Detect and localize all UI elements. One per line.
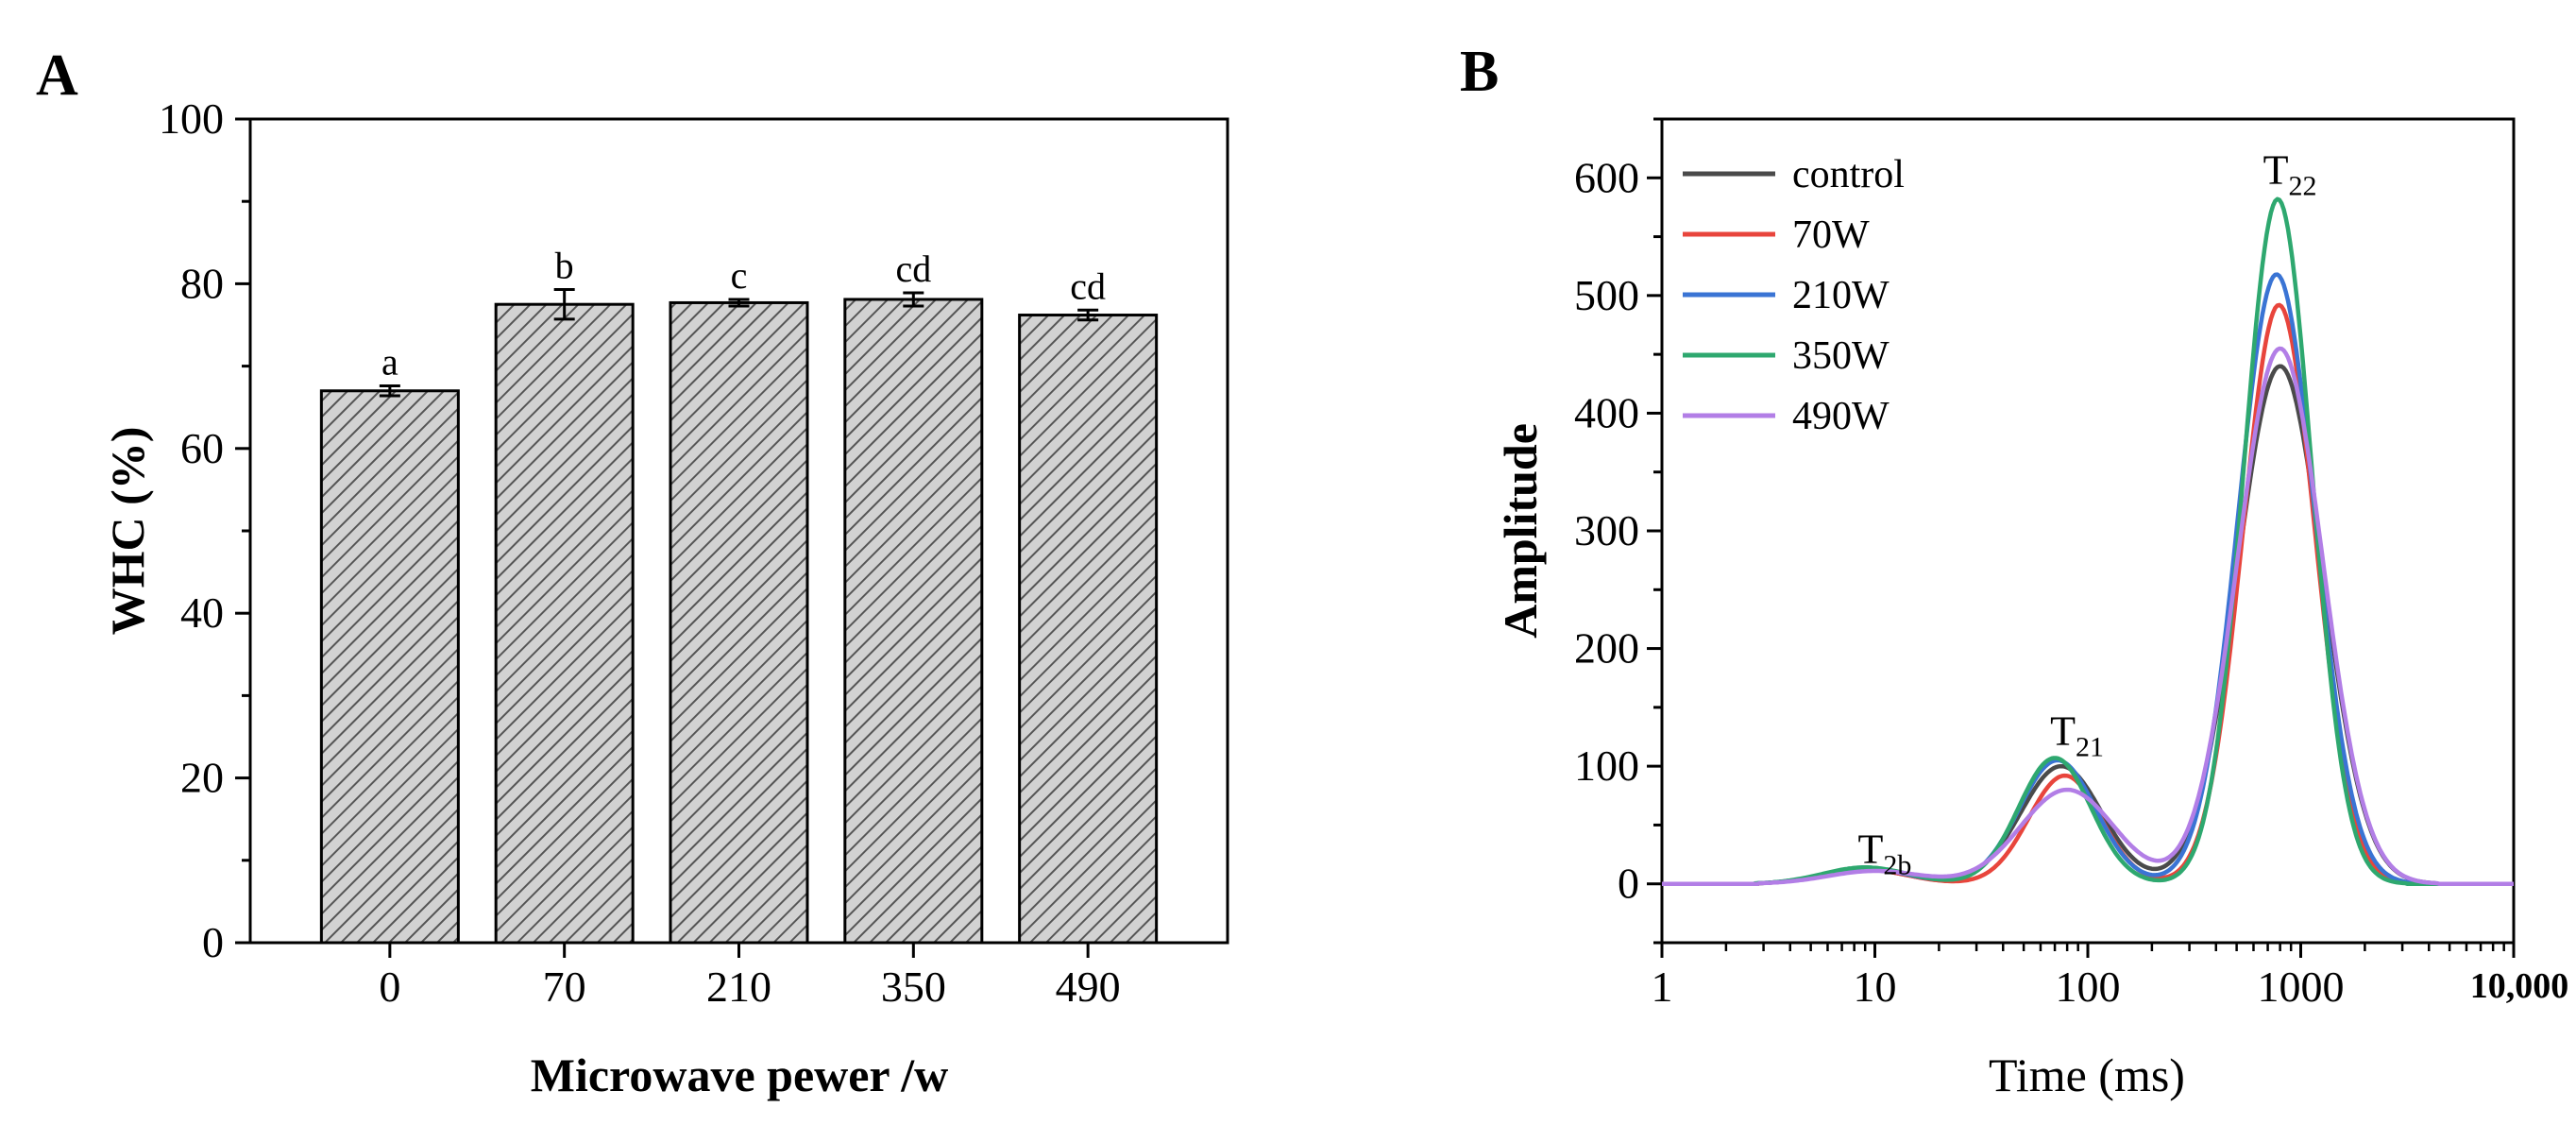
y-tick-label: 400 bbox=[1574, 388, 1639, 436]
series-line-control bbox=[1662, 364, 2514, 886]
significance-label: cd bbox=[1070, 264, 1106, 307]
bar-70 bbox=[494, 302, 635, 945]
panel-a-bar-chart: A a b c cd cd 0 20 40 60 80 100 0 70 210 350 490 WHC (… bbox=[36, 43, 1229, 1101]
bar-0 bbox=[319, 389, 460, 945]
y-tick-label: 20 bbox=[180, 754, 224, 802]
x-tick-label: 350 bbox=[881, 963, 946, 1011]
panel-b-x-axis-title: Time (ms) bbox=[1989, 1048, 2185, 1101]
bar-350 bbox=[843, 298, 984, 945]
x-tick-label-10000: 10,000 bbox=[2470, 966, 2569, 1006]
y-tick-label: 200 bbox=[1574, 624, 1639, 673]
y-tick-label: 0 bbox=[202, 918, 224, 966]
peak-annotation-T21: T21 bbox=[2050, 708, 2104, 763]
panel-a-label: A bbox=[36, 43, 78, 108]
x-tick-label: 0 bbox=[379, 963, 400, 1011]
y-tick-label: 100 bbox=[1574, 741, 1639, 790]
panel-b-line-chart: B 0 100 200 300 400 500 600 1 10 100 1000 10,000 T2… bbox=[1460, 40, 2568, 1101]
legend-label-70W: 70W bbox=[1792, 213, 1870, 257]
panel-b-plot-frame bbox=[1660, 117, 2516, 945]
series-line-210W bbox=[1662, 272, 2514, 886]
y-tick-label: 80 bbox=[180, 259, 224, 307]
y-tick-label: 40 bbox=[180, 588, 224, 637]
significance-label: b bbox=[555, 245, 574, 287]
panel-a-y-axis-title: WHC (%) bbox=[101, 427, 154, 636]
y-tick-label: 0 bbox=[1618, 860, 1639, 908]
peak-annotation-T22: T22 bbox=[2263, 147, 2317, 202]
x-tick-label: 210 bbox=[706, 963, 771, 1011]
y-tick-label: 100 bbox=[159, 94, 224, 143]
x-tick-label: 10 bbox=[1854, 963, 1897, 1011]
legend-label-control: control bbox=[1792, 153, 1905, 196]
y-tick-label: 60 bbox=[180, 424, 224, 472]
x-tick-label: 1 bbox=[1652, 963, 1673, 1011]
legend-label-350W: 350W bbox=[1792, 334, 1890, 378]
x-tick-label: 100 bbox=[2056, 963, 2121, 1011]
peak-annotation-T2b: T2b bbox=[1858, 826, 1912, 880]
legend-label-210W: 210W bbox=[1792, 274, 1890, 317]
legend-label-490W: 490W bbox=[1792, 395, 1890, 438]
bar-490 bbox=[1018, 314, 1159, 945]
significance-label: a bbox=[381, 341, 398, 384]
y-tick-label: 600 bbox=[1574, 153, 1639, 201]
x-tick-label: 70 bbox=[543, 963, 586, 1011]
bar-210 bbox=[669, 300, 809, 945]
panel-a-x-axis-title: Microwave pewer /w bbox=[531, 1048, 948, 1101]
series-line-350W bbox=[1662, 196, 2514, 886]
x-tick-label: 490 bbox=[1056, 963, 1121, 1011]
y-tick-label: 300 bbox=[1574, 506, 1639, 554]
panel-b-label: B bbox=[1460, 40, 1499, 104]
panel-b-y-axis-title: Amplitude bbox=[1494, 423, 1547, 639]
x-tick-label: 1000 bbox=[2258, 963, 2345, 1011]
series-line-490W bbox=[1662, 346, 2514, 886]
significance-label: cd bbox=[895, 247, 931, 290]
y-tick-label: 500 bbox=[1574, 271, 1639, 319]
significance-label: c bbox=[731, 254, 748, 297]
